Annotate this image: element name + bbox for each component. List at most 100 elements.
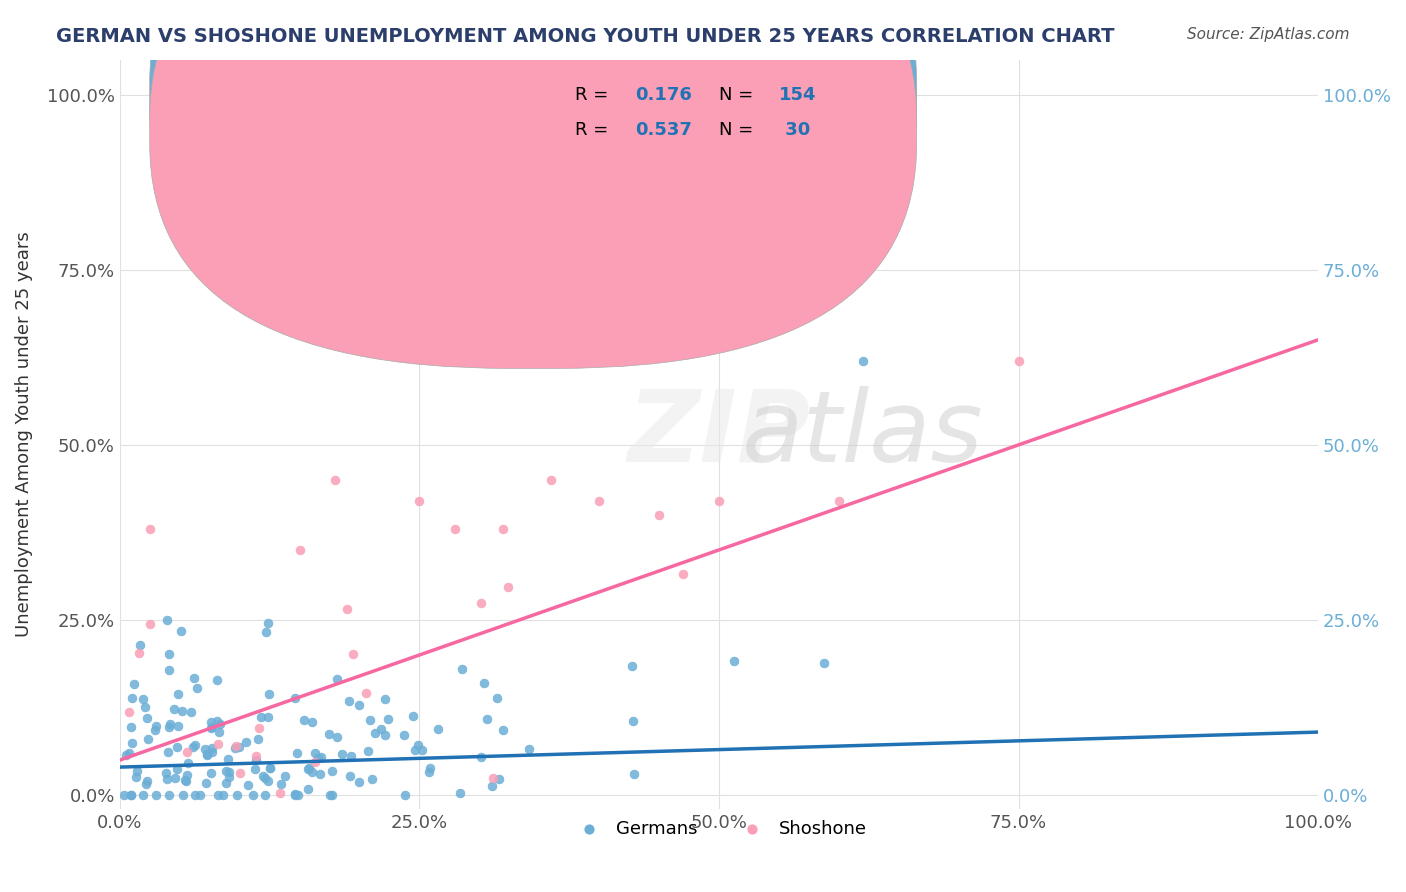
Point — [270, 777, 292, 791]
Point — [288, 543, 311, 558]
Point — [136, 732, 159, 747]
Point — [176, 768, 198, 782]
Point — [121, 736, 143, 750]
Point — [498, 580, 520, 594]
Point — [247, 722, 270, 736]
Point — [284, 690, 307, 705]
Point — [207, 714, 229, 728]
Point — [215, 775, 238, 789]
Point — [120, 788, 142, 802]
Point — [236, 778, 259, 792]
Point — [145, 788, 167, 802]
Point — [394, 788, 416, 802]
Point — [250, 710, 273, 724]
Point — [218, 764, 240, 779]
Text: R =: R = — [575, 86, 614, 103]
Point — [482, 771, 505, 785]
Point — [235, 735, 257, 749]
Point — [172, 704, 194, 718]
Point — [157, 663, 180, 677]
Point — [621, 714, 644, 728]
Point — [332, 747, 354, 761]
Point — [166, 762, 188, 776]
Point — [118, 746, 141, 760]
Point — [347, 698, 370, 712]
Point — [411, 742, 433, 756]
Text: GERMAN VS SHOSHONE UNEMPLOYMENT AMONG YOUTH UNDER 25 YEARS CORRELATION CHART: GERMAN VS SHOSHONE UNEMPLOYMENT AMONG YO… — [56, 27, 1115, 45]
Point — [128, 639, 150, 653]
Point — [195, 775, 218, 789]
Point — [166, 740, 188, 755]
Point — [205, 673, 228, 688]
Point — [245, 749, 267, 764]
Point — [321, 788, 343, 802]
Point — [136, 711, 159, 725]
Point — [180, 705, 202, 719]
Point — [224, 741, 246, 756]
Point — [195, 747, 218, 762]
Point — [426, 722, 449, 736]
Point — [139, 616, 162, 631]
Point — [828, 494, 851, 508]
Point — [318, 727, 340, 741]
Point — [212, 788, 235, 802]
Point — [217, 752, 239, 766]
Point — [307, 750, 329, 764]
Point — [492, 522, 515, 536]
Point — [121, 691, 143, 706]
Point — [364, 726, 387, 740]
Point — [342, 647, 364, 661]
Point — [648, 508, 671, 522]
Point — [1007, 354, 1029, 368]
Text: N =: N = — [718, 86, 759, 103]
Point — [340, 748, 363, 763]
Point — [172, 788, 194, 802]
Point — [225, 739, 247, 753]
Point — [176, 746, 198, 760]
Point — [218, 770, 240, 784]
Point — [163, 702, 186, 716]
Point — [159, 717, 181, 731]
Point — [287, 788, 309, 802]
Point — [404, 743, 426, 757]
Point — [124, 770, 146, 784]
Point — [183, 738, 205, 752]
Point — [301, 715, 323, 730]
Point — [157, 719, 180, 733]
Point — [297, 781, 319, 796]
Point — [208, 725, 231, 739]
Point — [207, 738, 229, 752]
Point — [477, 712, 499, 726]
Point — [451, 662, 474, 676]
Point — [120, 788, 142, 802]
Point — [183, 671, 205, 685]
Point — [188, 788, 211, 802]
Point — [200, 722, 222, 736]
Point — [259, 761, 281, 775]
Point — [200, 715, 222, 730]
Y-axis label: Unemployment Among Youth under 25 years: Unemployment Among Youth under 25 years — [15, 232, 32, 637]
FancyBboxPatch shape — [149, 0, 917, 368]
Point — [201, 720, 224, 734]
Point — [671, 567, 693, 582]
Point — [156, 772, 179, 786]
Point — [252, 769, 274, 783]
Point — [242, 788, 264, 802]
Point — [200, 766, 222, 780]
Point — [284, 787, 307, 801]
Point — [243, 762, 266, 776]
Point — [297, 762, 319, 776]
Point — [319, 788, 342, 802]
Point — [852, 354, 875, 368]
Point — [194, 742, 217, 756]
Point — [170, 624, 193, 639]
Point — [256, 709, 278, 723]
Point — [115, 748, 138, 763]
Legend: Germans, Shoshone: Germans, Shoshone — [564, 813, 875, 845]
Text: 30: 30 — [779, 121, 810, 139]
Point — [181, 740, 204, 755]
Point — [132, 692, 155, 706]
Point — [309, 767, 332, 781]
Point — [120, 720, 142, 734]
Text: 154: 154 — [779, 86, 817, 103]
